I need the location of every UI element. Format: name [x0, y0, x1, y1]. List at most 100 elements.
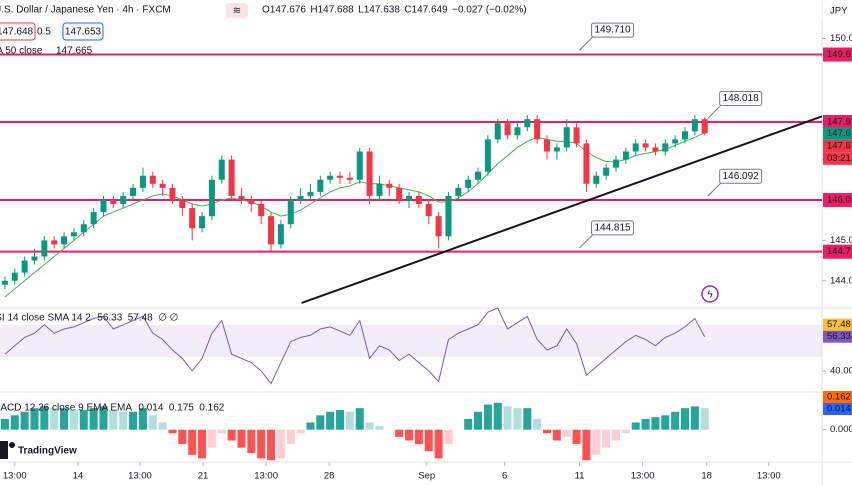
candle-body: [396, 187, 403, 200]
callout-box: [591, 220, 635, 236]
candle-body: [691, 119, 698, 132]
candle-body: [149, 175, 156, 184]
macd-bar: [612, 429, 621, 441]
candle-body: [21, 260, 28, 273]
level-badge: [823, 192, 852, 207]
candle-body: [583, 143, 590, 184]
callout-pointer: [579, 35, 594, 51]
header-bg: [0, 0, 822, 20]
ma-value: 147.665: [56, 46, 93, 57]
candle-body: [218, 159, 225, 180]
macd-bar: [533, 418, 542, 430]
macd-bar: [316, 415, 325, 430]
callout-box: [719, 168, 763, 184]
price-badge-label: 03:21: [827, 153, 851, 164]
candle-body: [632, 143, 639, 152]
macd-bar: [493, 402, 502, 430]
macd-bar: [424, 429, 433, 452]
macd-bar: [227, 429, 236, 441]
x-tick-label: 13:00: [254, 471, 278, 482]
callout-box: [719, 90, 763, 106]
callout-pointer: [707, 181, 723, 197]
callout-box: [591, 22, 635, 38]
candle-body: [248, 199, 255, 205]
symbol-title: U.S. Dollar / Japanese Yen · 4h · FXCM: [0, 5, 171, 16]
ask: 147.653: [65, 27, 102, 38]
candle-body: [642, 143, 649, 148]
candle-body: [613, 159, 620, 168]
macd-bar: [365, 422, 374, 430]
candle-body: [287, 199, 294, 225]
macd-bar: [0, 418, 9, 430]
y-tick-label: 145.0: [830, 235, 852, 246]
candle-body: [622, 151, 629, 160]
bid-box[interactable]: [0, 22, 36, 41]
macd-bar: [158, 422, 167, 430]
candle-body: [11, 272, 18, 281]
callout-label: 144.815: [594, 222, 631, 233]
x-tick-label: 28: [324, 471, 335, 482]
event-icon[interactable]: [701, 285, 719, 303]
callout-pointer: [707, 104, 723, 119]
candle-body: [376, 183, 383, 196]
legend-value: ∅ ∅: [158, 313, 178, 324]
callout-label: 148.018: [723, 93, 760, 104]
macd-bar: [405, 429, 414, 441]
rsi-badge-label: 56.33: [827, 331, 851, 342]
logo-text: TradingView: [18, 446, 77, 457]
legend-value: 0.175: [169, 403, 194, 414]
icon-button[interactable]: [226, 3, 248, 18]
candle-body: [317, 179, 324, 192]
macd-tick-label: 0.000: [830, 424, 852, 435]
x-tick-label: 13:00: [757, 471, 781, 482]
macd-badge: [823, 403, 852, 415]
ohlc-value: O147.676: [262, 5, 306, 16]
candle-body: [366, 151, 373, 196]
callout-label: 149.710: [594, 25, 631, 36]
macd-bar: [651, 417, 660, 430]
ohlc-value: C147.649: [404, 5, 448, 16]
ma-legend: MA 50 close: [0, 46, 43, 57]
macd-bar: [503, 406, 512, 430]
macd-bar: [513, 408, 522, 430]
candle-body: [139, 175, 146, 188]
macd-bar: [434, 429, 443, 459]
macd-bar: [661, 415, 670, 430]
candle-body: [80, 224, 87, 233]
candle-body: [514, 127, 521, 136]
macd-bar: [414, 429, 423, 445]
price-badge: [823, 152, 852, 165]
macd-bar: [257, 429, 266, 459]
candle-body: [297, 195, 304, 200]
price-badge-label: 147.6: [827, 128, 851, 139]
macd-bar: [336, 409, 345, 430]
candle-body: [504, 123, 511, 136]
candle-body: [61, 236, 68, 245]
macd-bar: [681, 408, 689, 430]
macd-bar: [168, 429, 177, 434]
macd-bar: [30, 408, 39, 430]
macd-bar: [483, 404, 492, 430]
macd-badge: [823, 391, 852, 403]
price-badge: [823, 127, 852, 140]
candle-body: [534, 119, 541, 140]
level-badge: [823, 244, 852, 259]
macd-bar: [79, 409, 88, 430]
candle-body: [258, 204, 265, 217]
ask-box[interactable]: [62, 22, 104, 41]
candle-body: [553, 147, 560, 152]
macd-bar: [99, 406, 108, 430]
x-tick-label: 18: [701, 471, 712, 482]
macd-bar: [50, 408, 59, 430]
candle-body: [337, 175, 344, 178]
macd-bar: [326, 411, 335, 430]
x-tick-label: 6: [502, 471, 507, 482]
macd-bar: [621, 429, 630, 434]
candle-body: [31, 256, 38, 261]
macd-bar: [69, 409, 78, 430]
ohlc-value: −0.027 (−0.02%): [452, 5, 527, 16]
macd-bar: [592, 429, 601, 455]
legend-value: 57.48: [128, 313, 153, 324]
macd-bar: [562, 429, 571, 437]
candle-body: [455, 187, 462, 196]
